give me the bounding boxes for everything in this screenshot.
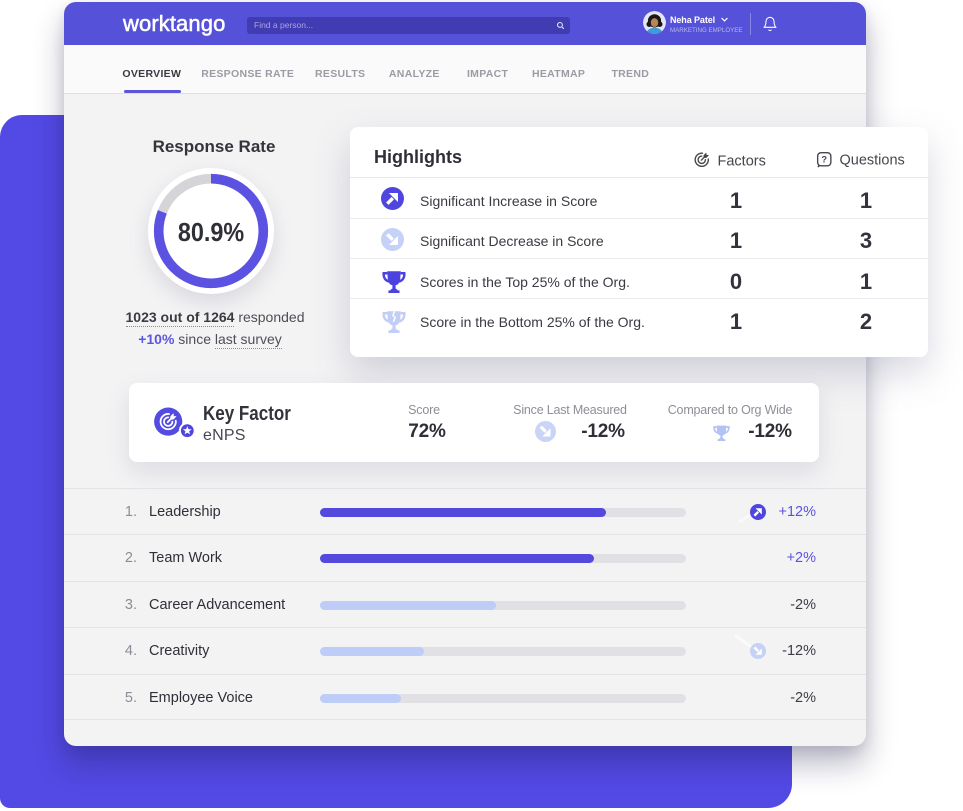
svg-text:?: ? bbox=[821, 155, 827, 165]
